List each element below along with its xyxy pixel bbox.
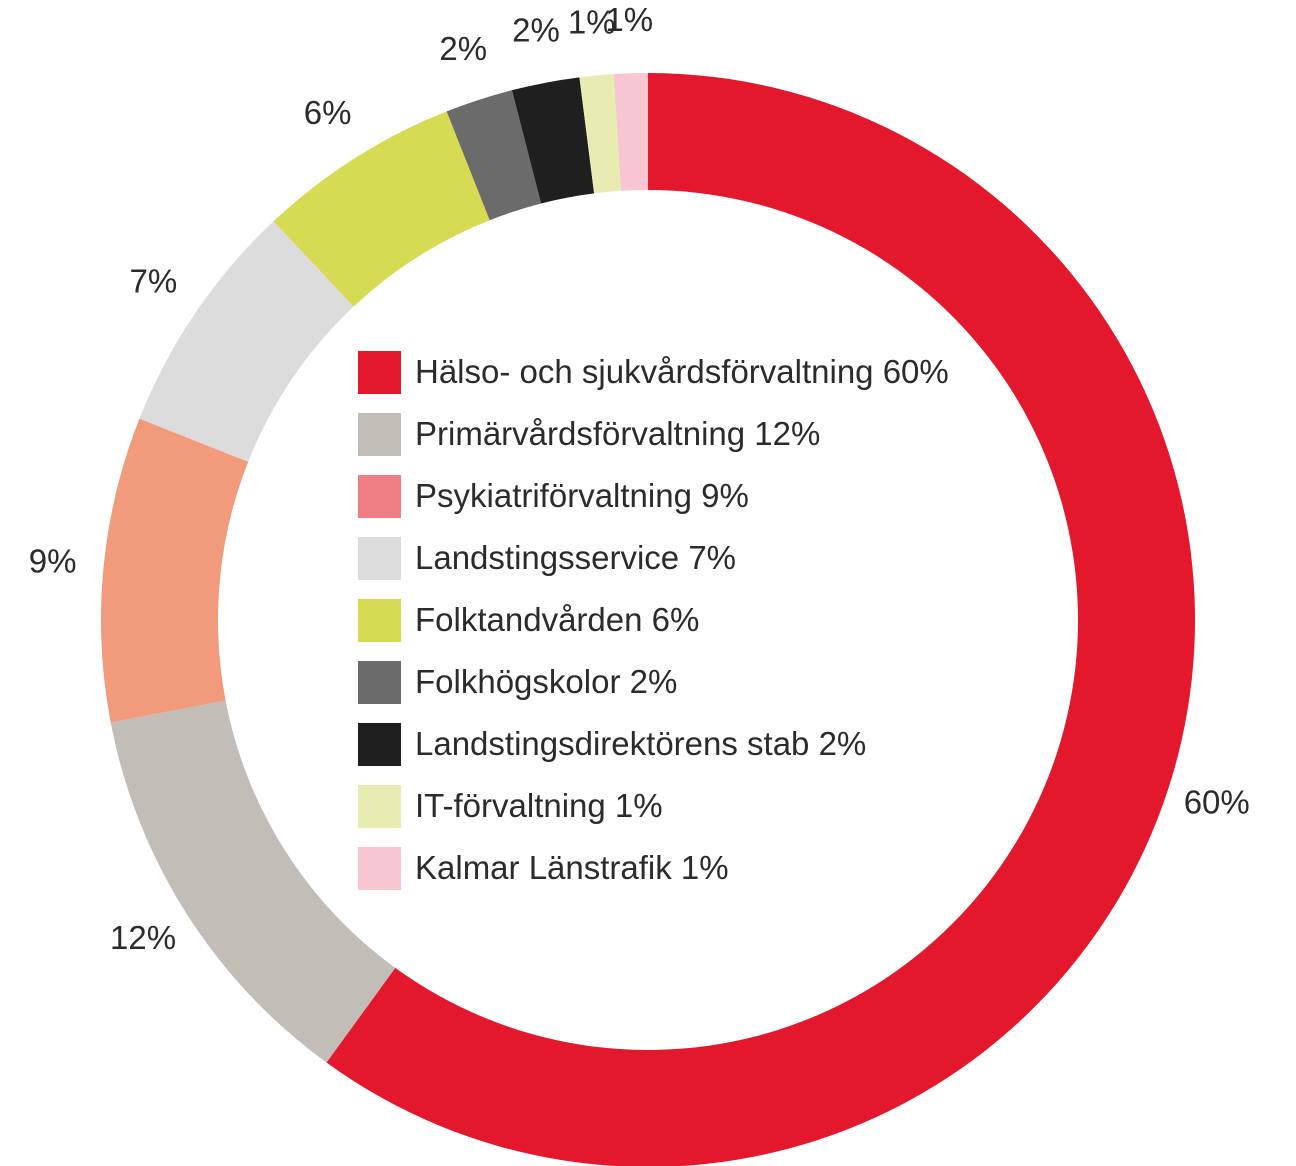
slice-value-label: 60%	[1184, 784, 1250, 821]
legend-swatch	[358, 661, 401, 704]
slice-value-label: 1%	[568, 3, 616, 40]
legend-swatch	[358, 723, 401, 766]
chart-legend: Hälso- och sjukvårdsförvaltning 60% Primä…	[358, 351, 949, 890]
legend-label: Folkhögskolor 2%	[415, 663, 677, 700]
legend-label: Primärvårdsförvaltning 12%	[415, 415, 820, 452]
donut-slices	[101, 73, 1195, 1166]
legend-swatch	[358, 351, 401, 394]
legend-label: Landstingsdirektörens stab 2%	[415, 725, 866, 762]
slice-value-label: 9%	[29, 542, 77, 579]
donut-slice	[326, 73, 1195, 1166]
legend-swatch	[358, 537, 401, 580]
donut-slice	[110, 700, 396, 1063]
slice-value-label: 1%	[605, 1, 653, 38]
donut-slice	[511, 77, 595, 204]
slice-value-label: 2%	[439, 30, 487, 67]
donut-slice	[273, 111, 490, 307]
legend-swatch	[358, 475, 401, 518]
legend-label: Kalmar Länstrafik 1%	[415, 849, 729, 886]
slice-value-label: 6%	[304, 94, 352, 131]
legend-label: Landstingsservice 7%	[415, 539, 736, 576]
legend-swatch	[358, 599, 401, 642]
slice-value-label: 12%	[110, 919, 176, 956]
donut-slice	[613, 73, 648, 191]
legend-label: Hälso- och sjukvårdsförvaltning 60%	[415, 353, 949, 390]
legend-label: IT-förvaltning 1%	[415, 787, 663, 824]
slice-value-label: 7%	[130, 263, 178, 300]
slice-value-labels: 60%12%9%7%6%2%2% 1%1%	[29, 1, 1250, 956]
legend-label: Folktandvården 6%	[415, 601, 699, 638]
slice-value-label: 2%	[512, 11, 560, 48]
legend-swatch	[358, 785, 401, 828]
donut-slice	[139, 221, 354, 462]
legend-label: Psykiatriförvaltning 9%	[415, 477, 749, 514]
donut-slice	[101, 418, 249, 723]
legend-swatch	[358, 413, 401, 456]
donut-slice	[446, 90, 542, 221]
donut-slice	[579, 74, 622, 194]
legend-swatch	[358, 847, 401, 890]
